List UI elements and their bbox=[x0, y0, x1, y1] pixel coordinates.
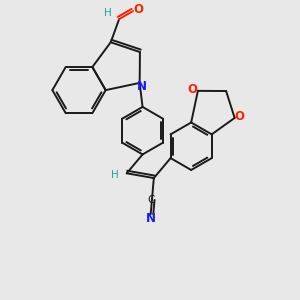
Text: H: H bbox=[104, 8, 112, 18]
Text: O: O bbox=[235, 110, 245, 123]
Text: O: O bbox=[188, 83, 198, 96]
Text: O: O bbox=[133, 3, 143, 16]
Text: N: N bbox=[146, 212, 156, 225]
Text: C: C bbox=[147, 195, 155, 205]
Text: H: H bbox=[111, 170, 118, 180]
Text: N: N bbox=[137, 80, 147, 93]
